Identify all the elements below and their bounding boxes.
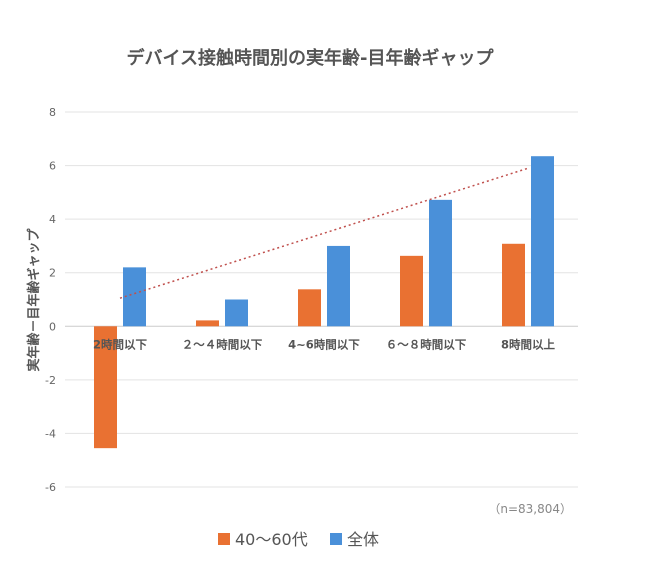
bar-40-60-2 — [298, 289, 321, 327]
bar-all-2 — [327, 245, 350, 327]
bar-40-60-0 — [94, 326, 117, 449]
x-tick-label: ６～８時間以下 — [386, 337, 467, 351]
bar-all-1 — [225, 299, 248, 327]
y-tick-label: 0 — [49, 320, 56, 333]
y-axis-label: 実年齢－目年齢ギャップ — [26, 228, 42, 372]
bar-all-4 — [531, 156, 554, 327]
legend-swatch-all — [330, 533, 342, 545]
legend-swatch-40-60 — [218, 533, 230, 545]
x-tick-label: 2時間以下 — [93, 337, 148, 351]
bar-40-60-4 — [502, 243, 525, 327]
y-axis-ticks: 8 6 4 2 0 -2 -4 -6 — [45, 106, 56, 494]
trendline — [119, 167, 529, 299]
bar-all-3 — [429, 199, 452, 327]
legend: 40～60代 全体 — [218, 530, 379, 549]
y-tick-label: 2 — [49, 267, 56, 280]
bar-all-0 — [123, 267, 146, 327]
legend-label-40-60: 40～60代 — [235, 530, 308, 549]
y-tick-label: 8 — [49, 106, 56, 119]
bar-40-60-3 — [400, 255, 423, 327]
x-tick-label: ２～４時間以下 — [182, 337, 263, 351]
gridlines — [65, 111, 578, 488]
x-tick-label: 4~6時間以下 — [288, 337, 360, 351]
bar-40-60-1 — [196, 320, 219, 327]
y-tick-label: 4 — [49, 213, 56, 226]
legend-label-all: 全体 — [347, 530, 379, 549]
y-tick-label: 6 — [49, 160, 56, 173]
sample-size-note: （n=83,804） — [488, 502, 572, 516]
y-tick-label: -6 — [45, 481, 56, 494]
x-axis-labels: 2時間以下 ２～４時間以下 4~6時間以下 ６～８時間以下 8時間以上 — [93, 337, 556, 351]
y-tick-label: -4 — [45, 427, 56, 440]
chart-title: デバイス接触時間別の実年齢-目年齢ギャップ — [127, 47, 495, 69]
x-tick-label: 8時間以上 — [501, 337, 556, 351]
y-tick-label: -2 — [45, 374, 56, 387]
bars — [94, 156, 554, 449]
